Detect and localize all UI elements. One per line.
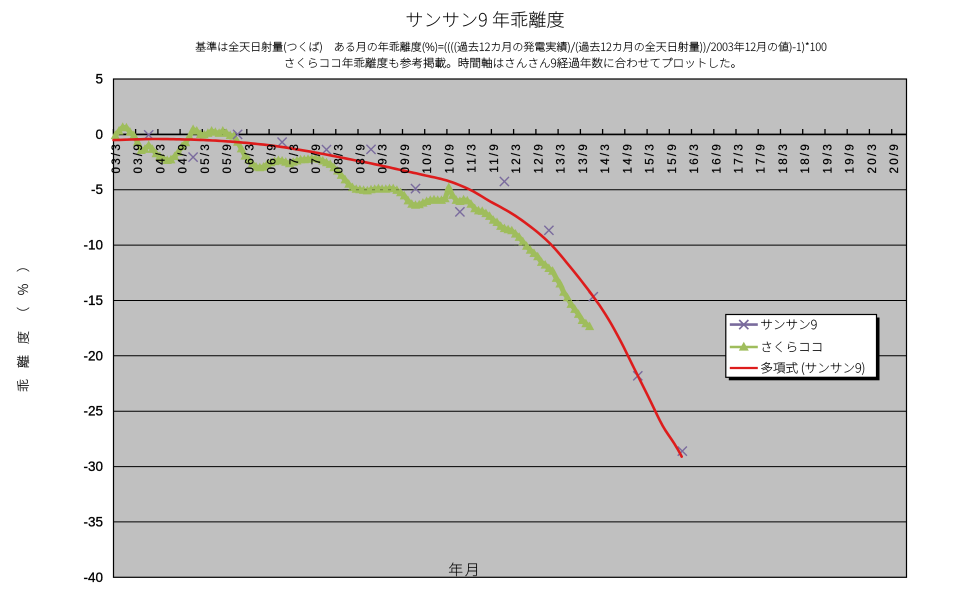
svg-text:-20: -20 [83, 348, 103, 363]
svg-text:-35: -35 [83, 514, 103, 529]
svg-text:17/3: 17/3 [734, 142, 746, 174]
svg-text:13/3: 13/3 [556, 142, 568, 174]
svg-text:13/9: 13/9 [578, 142, 590, 174]
svg-text:-5: -5 [91, 182, 103, 197]
svg-text:04/3: 04/3 [155, 142, 167, 174]
svg-text:-15: -15 [83, 293, 103, 308]
svg-text:20/9: 20/9 [889, 142, 901, 174]
svg-text:11/3: 11/3 [467, 142, 479, 173]
svg-text:11/9: 11/9 [489, 142, 501, 173]
svg-text:17/9: 17/9 [756, 142, 768, 174]
svg-text:18/9: 18/9 [800, 142, 812, 174]
svg-text:03/9: 03/9 [133, 142, 145, 174]
svg-text:18/3: 18/3 [778, 142, 790, 174]
svg-text:05/9: 05/9 [222, 142, 234, 174]
svg-text:10/9: 10/9 [444, 142, 456, 174]
svg-text:12/9: 12/9 [533, 142, 545, 174]
svg-text:20/3: 20/3 [867, 142, 879, 174]
svg-text:07/3: 07/3 [289, 142, 301, 174]
svg-text:12/3: 12/3 [511, 142, 523, 174]
svg-text:5: 5 [95, 72, 103, 87]
svg-text:04/9: 04/9 [178, 142, 190, 174]
svg-text:16/3: 16/3 [689, 142, 701, 174]
svg-text:14/3: 14/3 [600, 142, 612, 174]
svg-text:03/3: 03/3 [111, 142, 123, 174]
svg-text:-30: -30 [83, 459, 103, 474]
svg-text:16/9: 16/9 [711, 142, 723, 174]
svg-text:15/9: 15/9 [667, 142, 679, 174]
svg-text:05/3: 05/3 [200, 142, 212, 174]
svg-text:-40: -40 [83, 570, 103, 585]
svg-text:14/9: 14/9 [622, 142, 634, 174]
svg-text:-25: -25 [83, 404, 103, 419]
svg-text:10/3: 10/3 [422, 142, 434, 174]
svg-text:08/9: 08/9 [356, 142, 368, 174]
svg-text:09/9: 09/9 [400, 142, 412, 174]
svg-text:08/3: 08/3 [333, 142, 345, 174]
svg-text:0: 0 [95, 127, 103, 142]
svg-text:06/9: 06/9 [267, 142, 279, 174]
svg-text:07/9: 07/9 [311, 142, 323, 174]
svg-text:15/3: 15/3 [645, 142, 657, 174]
svg-text:19/9: 19/9 [845, 142, 857, 174]
svg-text:-10: -10 [83, 238, 103, 253]
svg-text:19/3: 19/3 [823, 142, 835, 174]
svg-text:06/3: 06/3 [244, 142, 256, 174]
svg-text:09/3: 09/3 [378, 142, 390, 174]
